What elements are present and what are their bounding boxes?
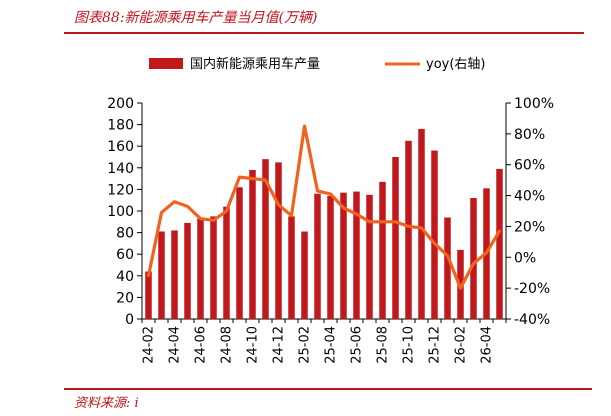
x-tick-label: 25-10 [402,326,417,364]
right-tick-label: 0% [514,250,536,266]
production-bar [236,187,243,319]
production-bar [327,195,334,319]
legend-bar-swatch [149,58,183,69]
right-tick-label: 20% [514,219,545,235]
production-bar [340,192,347,319]
production-bar [379,181,386,319]
x-tick-label: 26-02 [454,326,469,364]
left-tick-label: 200 [107,96,134,112]
left-tick-label: 40 [116,269,134,285]
production-bar [171,230,178,319]
left-tick-label: 160 [107,139,134,155]
production-bar [366,194,373,319]
left-tick-label: 100 [107,204,134,220]
left-tick-label: 120 [107,182,134,198]
right-tick-label: 40% [514,189,545,205]
source-rule [64,388,592,390]
production-bar [301,231,308,319]
left-tick-label: 20 [116,290,134,306]
x-tick-label: 24-12 [272,326,287,364]
left-tick-label: 80 [116,226,134,242]
left-tick-label: 140 [107,161,134,177]
production-bar [210,216,217,319]
production-bar [288,216,295,319]
chart-legend: 国内新能源乘用车产量 yoy(右轴) [149,56,485,72]
x-tick-label: 25-06 [350,326,365,364]
production-bar [353,191,360,319]
x-tick-label: 24-04 [168,326,183,364]
production-bar [262,159,269,319]
production-bar [496,168,503,319]
x-tick-label: 26-04 [480,326,495,364]
production-bar [275,162,282,319]
left-tick-label: 180 [107,118,134,134]
production-bar [184,222,191,319]
title-rule [64,32,584,34]
source-note: 资料来源: i [74,396,139,411]
production-bar [418,128,425,319]
production-bar [444,217,451,319]
production-bar [405,140,412,319]
production-bar [392,157,399,319]
right-tick-label: 100% [514,96,554,112]
right-tick-label: -20% [514,281,550,297]
left-tick-label: 0 [125,312,134,328]
bar-series [145,128,503,319]
production-bar [431,150,438,319]
x-tick-label: 25-02 [298,326,313,364]
right-tick-label: 60% [514,158,545,174]
production-bar [158,231,165,319]
production-bar [145,271,152,319]
left-tick-label: 60 [116,247,134,263]
legend-line-label: yoy(右轴) [426,57,485,72]
production-bar [223,206,230,319]
yoy-line-series [146,124,502,290]
right-tick-label: 80% [514,127,545,143]
x-tick-label: 25-04 [324,326,339,364]
yoy-line [146,124,502,290]
production-bar [314,193,321,319]
production-bar [197,218,204,319]
right-tick-label: -40% [514,312,550,328]
x-tick-label: 25-12 [428,326,443,364]
figure-title: 图表88:新能源乘用车产量当月值(万辆) [74,10,318,26]
production-bar [249,169,256,319]
x-tick-label: 24-10 [246,326,261,364]
x-tick-label: 25-08 [376,326,391,364]
production-bar [470,198,477,319]
x-tick-label: 24-08 [220,326,235,364]
x-tick-label: 24-06 [194,326,209,364]
x-tick-label: 24-02 [142,326,157,364]
legend-bar-label: 国内新能源乘用车产量 [190,56,320,72]
